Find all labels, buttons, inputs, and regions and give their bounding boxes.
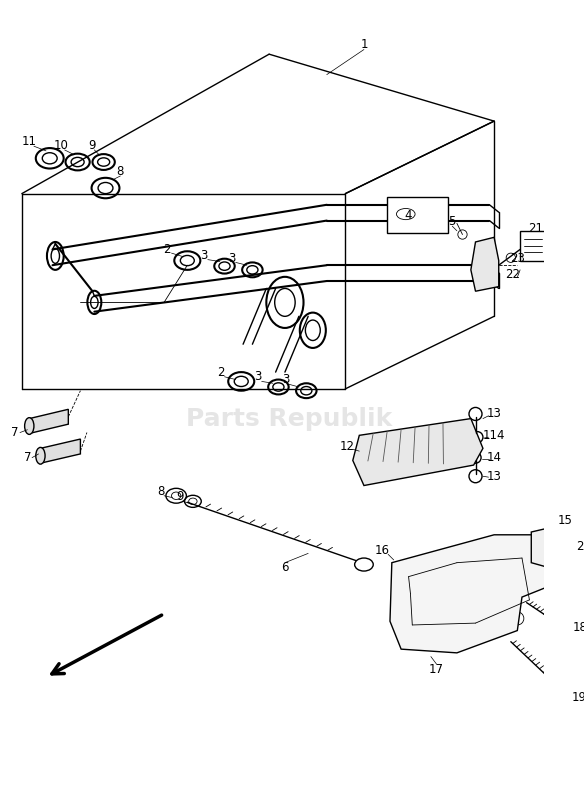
Text: 3: 3 [200, 250, 208, 262]
Circle shape [564, 626, 577, 639]
Ellipse shape [25, 418, 34, 434]
Circle shape [469, 407, 482, 421]
Text: 13: 13 [486, 470, 502, 482]
Text: 1: 1 [360, 38, 368, 51]
Text: 4: 4 [405, 210, 412, 222]
Ellipse shape [354, 558, 373, 571]
Polygon shape [29, 410, 68, 434]
Text: 15: 15 [557, 514, 572, 527]
Text: 22: 22 [505, 268, 520, 281]
Bar [387, 198, 447, 233]
Text: 2: 2 [163, 243, 171, 256]
Polygon shape [531, 526, 566, 569]
Text: 20: 20 [576, 540, 584, 554]
Circle shape [469, 470, 482, 482]
Text: 11: 11 [22, 135, 37, 148]
Ellipse shape [36, 447, 45, 464]
Text: 19: 19 [572, 691, 584, 704]
Text: 9: 9 [88, 138, 95, 152]
Polygon shape [353, 418, 483, 486]
Text: 6: 6 [281, 561, 288, 574]
Text: 8: 8 [158, 485, 165, 498]
Text: Parts Republik: Parts Republik [186, 406, 392, 430]
Text: 7: 7 [11, 426, 18, 439]
Text: 114: 114 [483, 429, 505, 442]
Text: 16: 16 [375, 544, 390, 557]
Circle shape [559, 688, 574, 703]
Text: 7: 7 [24, 451, 31, 464]
Text: 23: 23 [510, 252, 525, 265]
Text: 3: 3 [282, 373, 290, 386]
Text: 13: 13 [486, 407, 502, 421]
Text: 3: 3 [254, 370, 262, 383]
Text: 14: 14 [486, 451, 502, 464]
Text: 18: 18 [572, 622, 584, 634]
Polygon shape [471, 238, 499, 291]
Text: 5: 5 [449, 215, 456, 228]
Text: 8: 8 [117, 165, 124, 178]
Text: 9: 9 [176, 490, 183, 503]
Text: 21: 21 [529, 222, 544, 234]
Circle shape [572, 544, 583, 555]
Bar [520, 231, 546, 261]
Polygon shape [390, 534, 555, 653]
Text: 12: 12 [340, 440, 354, 453]
Text: 17: 17 [429, 663, 444, 676]
Text: 3: 3 [228, 252, 235, 265]
Polygon shape [40, 439, 81, 463]
Text: 2: 2 [217, 366, 224, 378]
Text: 10: 10 [54, 138, 68, 152]
